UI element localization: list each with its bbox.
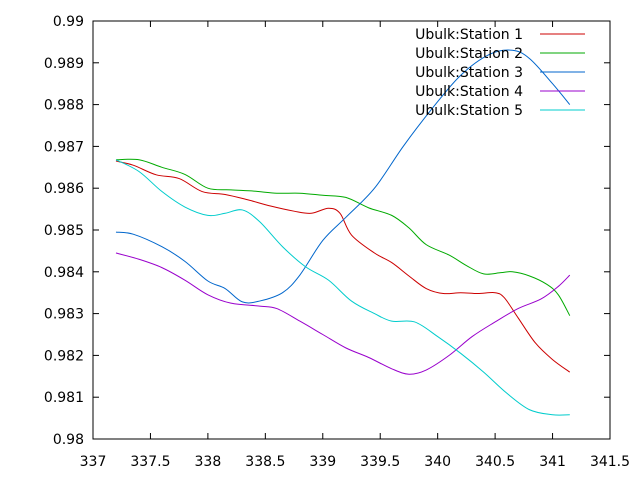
y-tick-label: 0.986 bbox=[44, 181, 84, 197]
y-tick-label: 0.985 bbox=[44, 223, 84, 239]
y-axis: 0.98 0.981 0.982 0.983 0.984 0.985 0.986 0.987 0… bbox=[44, 14, 610, 448]
x-tick-label: 341.5 bbox=[590, 454, 630, 470]
x-axis: 337 337.5 338 338.5 339 339.5 340 340.5 341 341.5 bbox=[80, 21, 630, 470]
legend-label: Ubulk:Station 5 bbox=[415, 103, 523, 119]
x-tick-label: 340.5 bbox=[475, 454, 515, 470]
series-line-ubulk-station-1 bbox=[115, 160, 571, 373]
series-line-ubulk-station-5 bbox=[115, 159, 570, 416]
plot-frame bbox=[92, 20, 611, 440]
y-tick-label: 0.982 bbox=[44, 348, 84, 364]
x-tick-label: 340 bbox=[424, 454, 451, 470]
x-tick-label: 338 bbox=[195, 454, 222, 470]
legend-label: Ubulk:Station 4 bbox=[415, 84, 523, 100]
x-tick-label: 339.5 bbox=[360, 454, 400, 470]
y-tick-label: 0.989 bbox=[44, 56, 84, 72]
series-line-ubulk-station-4 bbox=[115, 252, 571, 375]
x-tick-label: 338.5 bbox=[245, 454, 285, 470]
y-tick-label: 0.98 bbox=[53, 432, 84, 448]
x-tick-label: 337 bbox=[80, 454, 107, 470]
legend-label: Ubulk:Station 3 bbox=[415, 65, 523, 81]
y-tick-label: 0.981 bbox=[44, 390, 84, 406]
series-line-ubulk-station-3 bbox=[115, 49, 571, 304]
x-tick-label: 337.5 bbox=[130, 454, 170, 470]
legend-label: Ubulk:Station 1 bbox=[415, 27, 523, 43]
y-tick-label: 0.984 bbox=[44, 265, 84, 281]
series-lines bbox=[115, 49, 571, 416]
series-line-ubulk-station-2 bbox=[115, 158, 571, 316]
legend-label: Ubulk:Station 2 bbox=[415, 46, 523, 62]
y-tick-label: 0.987 bbox=[44, 139, 84, 155]
y-tick-label: 0.988 bbox=[44, 98, 84, 114]
x-tick-label: 339 bbox=[309, 454, 336, 470]
x-tick-label: 341 bbox=[539, 454, 566, 470]
legend: Ubulk:Station 1 Ubulk:Station 2 Ubulk:Stat… bbox=[415, 27, 585, 119]
y-tick-label: 0.99 bbox=[53, 14, 84, 30]
y-tick-label: 0.983 bbox=[44, 307, 84, 323]
